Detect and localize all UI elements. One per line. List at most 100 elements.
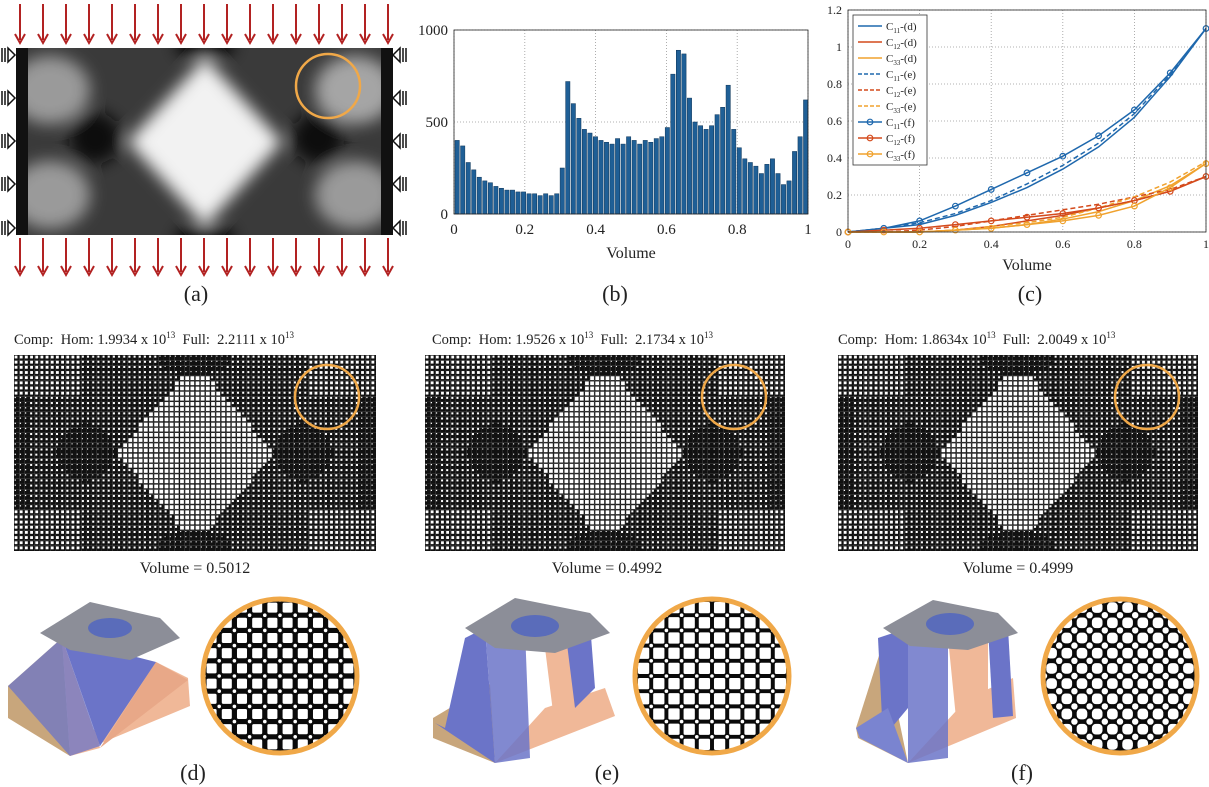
histogram-bar: [476, 176, 482, 215]
roller-support-icon: [391, 89, 407, 107]
x-tick-label: 0.2: [912, 237, 927, 251]
load-arrow-head-icon: [106, 265, 118, 278]
load-arrow-head-icon: [313, 33, 325, 46]
legend-entry: C33-(f): [886, 149, 915, 163]
y-tick-label: 1.2: [827, 3, 842, 17]
load-arrow-head-icon: [359, 33, 371, 46]
roller-support-icon: [1, 175, 17, 193]
histogram-bar: [499, 187, 504, 215]
y-tick-label: 0.2: [827, 188, 842, 202]
load-arrow-head-icon: [60, 33, 72, 46]
y-tick-label: 0.8: [827, 77, 842, 91]
histogram-bar: [620, 143, 626, 215]
histogram-bar: [554, 193, 560, 215]
load-arrow-head-icon: [359, 265, 371, 278]
series-marker: [1059, 217, 1067, 225]
load-arrow-head-icon: [336, 265, 348, 278]
histogram-bar: [526, 193, 532, 215]
y-tick-label: 0.4: [827, 151, 842, 165]
histogram-bar: [626, 136, 632, 215]
legend-entry: C12-(d): [886, 37, 917, 51]
roller-support-icon: [1, 219, 17, 237]
histogram-bar: [487, 182, 493, 215]
histogram-bar: [493, 186, 499, 215]
zoom-inset-e: [632, 596, 792, 756]
x-tick-label: 0.8: [728, 222, 747, 238]
series-marker: [987, 224, 995, 232]
lattice-structure-d: [14, 355, 376, 551]
histogram-bar: [510, 189, 515, 215]
histogram-bar: [736, 147, 742, 215]
histogram-bar: [615, 138, 620, 215]
comp-text-f: Comp: Hom: 1.8634x 1013 Full: 2.0049 x 1…: [838, 330, 1116, 348]
comp-text-d: Comp: Hom: 1.9934 x 1013 Full: 2.2111 x …: [14, 330, 294, 348]
top-load-arrows: [14, 4, 394, 46]
stiffness-line-chart: 0 0.2 0.4 0.6 0.8 100.20.40.60.811.2C11-(d)C1…: [827, 3, 1209, 274]
histogram-bar: [504, 189, 510, 215]
volume-label-e: Volume = 0.4992: [551, 560, 663, 577]
histogram-bar: [587, 132, 593, 215]
histogram-bar: [471, 169, 477, 215]
legend-marker: [866, 134, 874, 142]
series-marker: [987, 186, 995, 193]
x-axis-label: Volume: [606, 245, 655, 262]
load-arrow-head-icon: [244, 265, 256, 278]
load-arrow-head-icon: [382, 265, 394, 278]
legend-marker: [866, 118, 874, 126]
histogram-bar: [786, 180, 792, 215]
x-tick-label: 1: [1203, 237, 1209, 251]
series-marker: [1095, 211, 1103, 219]
series-line: [848, 175, 1207, 233]
load-arrow-head-icon: [244, 33, 256, 46]
series-marker: [1023, 169, 1031, 177]
caption-a: (a): [183, 281, 209, 306]
histogram-bar: [681, 53, 687, 215]
histogram-bar: [609, 143, 615, 215]
load-arrow-head-icon: [106, 33, 118, 46]
caption-d: (d): [180, 760, 206, 785]
x-tick-label: 0: [450, 222, 458, 238]
load-arrow-head-icon: [83, 33, 95, 46]
load-arrow-head-icon: [129, 33, 141, 46]
histogram-bar: [604, 141, 609, 215]
histogram-bar: [642, 140, 648, 215]
zoom-inset-f: [1040, 596, 1200, 756]
histogram-bar: [720, 107, 726, 215]
series-line: [847, 28, 1207, 233]
histogram-bar: [692, 121, 698, 215]
series-marker: [1166, 69, 1174, 77]
series-marker: [916, 224, 923, 232]
histogram-bar: [714, 114, 720, 215]
plot-frame: [847, 9, 1207, 233]
x-axis-label: Volume: [1002, 257, 1051, 274]
lattice-structure-e: [425, 355, 785, 551]
bottom-load-arrows: [14, 238, 394, 278]
series-line: [848, 175, 1207, 233]
histogram-bar: [521, 191, 526, 215]
load-arrow-head-icon: [83, 265, 95, 278]
caption-b: (b): [602, 281, 628, 306]
legend-entry: C33-(d): [886, 53, 917, 67]
load-arrow-head-icon: [129, 265, 141, 278]
histogram-bar: [454, 140, 460, 215]
zoom-border: [632, 596, 792, 756]
histogram-bar: [532, 193, 538, 215]
x-tick-label: 0.6: [657, 222, 676, 238]
histogram-bar: [659, 136, 665, 215]
histogram-bar: [742, 158, 748, 215]
histogram-bar: [703, 129, 709, 215]
roller-support-icon: [1, 46, 17, 64]
y-tick-label: 1000: [418, 23, 448, 39]
caption-e: (e): [594, 760, 620, 785]
histogram-bar: [670, 73, 676, 215]
volume-histogram: 0 0.2 0.4 0.6 0.8 1 0 500 1000 Volume: [418, 23, 812, 262]
histogram-bar: [637, 143, 643, 215]
load-arrow-head-icon: [336, 33, 348, 46]
histogram-bar: [648, 141, 654, 215]
series-marker: [951, 202, 959, 210]
histogram-bar: [758, 173, 764, 215]
series-line: [847, 175, 1207, 233]
histogram-bar: [731, 129, 737, 215]
series-marker: [1166, 187, 1174, 195]
y-tick-label: 1: [836, 40, 842, 54]
